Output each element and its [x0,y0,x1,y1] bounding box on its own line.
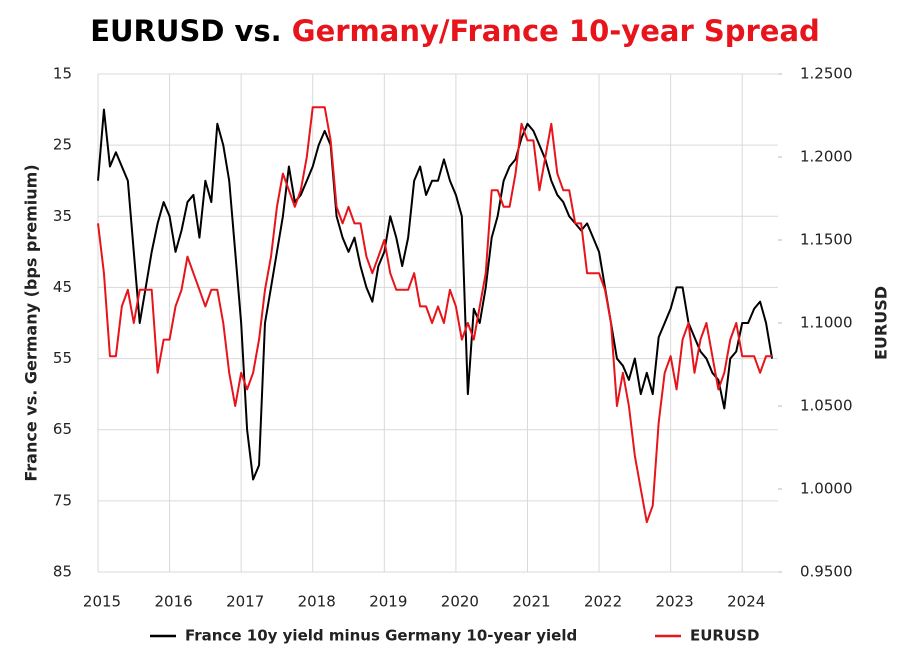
y2-tick-label: 1.1000 [800,314,853,332]
y-tick-label: 65 [53,420,72,438]
x-tick-label: 2020 [441,593,479,611]
y-tick-label: 25 [53,136,72,154]
y-tick-label: 35 [53,207,72,225]
x-tick-label: 2022 [584,593,622,611]
y-tick-label: 45 [53,278,72,296]
y2-tick-label: 0.9500 [800,563,853,581]
x-tick-label: 2024 [727,593,765,611]
x-tick-label: 2018 [298,593,336,611]
x-tick-label: 2017 [226,593,264,611]
x-tick-label: 2016 [154,593,192,611]
y2-tick-label: 1.0500 [800,397,853,415]
y2-tick-label: 1.0000 [800,480,853,498]
y-axis-label: France vs. Germany (bps premium) [22,164,41,481]
chart-title: EURUSD vs. Germany/France 10-year Spread [90,14,820,48]
series-line [97,108,774,481]
y2-tick-label: 1.2000 [800,148,853,166]
x-tick-label: 2019 [369,593,407,611]
x-tick-label: 2021 [512,593,550,611]
x-tick-label: 2023 [656,593,694,611]
y-tick-label: 75 [53,491,72,509]
legend-label: France 10y yield minus Germany 10-year y… [185,627,577,645]
legend-label: EURUSD [690,627,759,645]
x-tick-label: 2015 [83,593,121,611]
title-part: Germany/France 10-year Spread [292,14,820,48]
y-tick-label: 15 [53,65,72,83]
y-tick-label: 55 [53,349,72,367]
series-line [97,106,773,524]
title-part: EURUSD vs. [90,14,292,48]
y2-tick-label: 1.1500 [800,231,853,249]
y-tick-label: 85 [53,563,72,581]
y2-axis-label: EURUSD [872,286,891,360]
y2-tick-label: 1.2500 [800,65,853,83]
